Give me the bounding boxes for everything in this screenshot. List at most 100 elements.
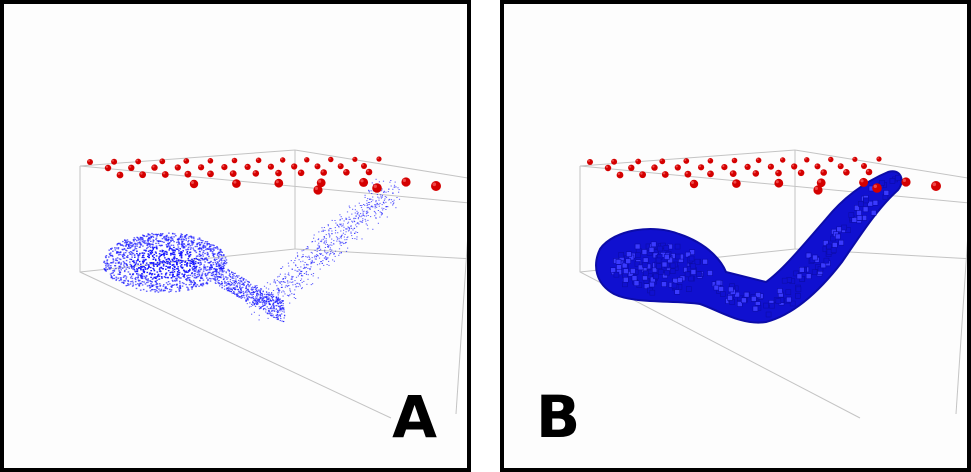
red-sphere bbox=[731, 157, 738, 164]
red-sphere bbox=[207, 158, 214, 164]
red-sphere bbox=[359, 177, 369, 187]
sphere-highlight bbox=[245, 164, 248, 167]
red-sphere bbox=[797, 169, 805, 177]
red-sphere bbox=[320, 169, 328, 176]
red-sphere bbox=[767, 163, 774, 170]
red-sphere bbox=[221, 164, 228, 171]
panel-a-scene bbox=[79, 149, 467, 419]
red-sphere bbox=[931, 181, 941, 191]
red-sphere bbox=[274, 178, 284, 188]
sphere-highlight bbox=[732, 158, 735, 161]
sphere-highlight bbox=[136, 159, 139, 162]
red-sphere bbox=[861, 163, 867, 169]
red-sphere bbox=[661, 171, 669, 178]
red-sphere bbox=[207, 170, 214, 178]
red-sphere bbox=[361, 163, 367, 169]
sphere-highlight bbox=[253, 171, 256, 174]
red-sphere bbox=[674, 164, 681, 171]
blue-point-cloud bbox=[103, 178, 401, 323]
sphere-highlight bbox=[652, 165, 655, 168]
sphere-highlight bbox=[256, 158, 259, 161]
sphere-highlight bbox=[756, 158, 759, 161]
red-sphere bbox=[159, 158, 166, 165]
sphere-highlight bbox=[232, 158, 235, 161]
panel-label-b: B bbox=[536, 383, 581, 451]
sphere-highlight bbox=[776, 170, 779, 174]
sphere-highlight bbox=[730, 171, 734, 174]
sphere-highlight bbox=[318, 179, 322, 183]
sphere-highlight bbox=[222, 164, 225, 168]
sphere-highlight bbox=[160, 159, 163, 162]
red-sphere bbox=[684, 170, 692, 178]
sphere-highlight bbox=[175, 165, 178, 168]
sphere-highlight bbox=[208, 171, 211, 174]
red-sphere bbox=[337, 163, 344, 170]
red-sphere bbox=[865, 168, 873, 176]
red-sphere bbox=[729, 170, 737, 178]
sphere-highlight bbox=[268, 164, 271, 167]
red-sphere bbox=[128, 164, 135, 171]
sphere-highlight bbox=[304, 157, 307, 160]
sphere-highlight bbox=[804, 157, 807, 160]
sphere-highlight bbox=[792, 164, 795, 167]
red-sphere bbox=[689, 179, 699, 189]
red-sphere bbox=[275, 169, 282, 177]
sphere-highlight bbox=[321, 170, 324, 173]
red-sphere bbox=[639, 171, 646, 179]
sphere-highlight bbox=[280, 158, 283, 160]
sphere-highlight bbox=[233, 180, 237, 184]
sphere-highlight bbox=[191, 181, 194, 184]
sphere-highlight bbox=[685, 171, 688, 175]
red-sphere bbox=[732, 179, 741, 188]
panel-b: B bbox=[500, 0, 971, 472]
red-sphere bbox=[135, 158, 142, 165]
red-sphere bbox=[752, 170, 760, 177]
sphere-highlight bbox=[873, 184, 877, 188]
red-sphere bbox=[604, 164, 612, 172]
sphere-highlight bbox=[640, 172, 643, 175]
sphere-highlight bbox=[117, 172, 121, 175]
red-sphere bbox=[814, 163, 821, 170]
sphere-highlight bbox=[353, 157, 355, 160]
red-sphere bbox=[651, 164, 658, 171]
sphere-highlight bbox=[753, 171, 756, 174]
sphere-highlight bbox=[860, 179, 864, 183]
red-sphere bbox=[111, 158, 118, 165]
sphere-highlight bbox=[377, 157, 379, 160]
red-sphere bbox=[698, 164, 705, 171]
red-sphere bbox=[184, 170, 192, 178]
red-sphere bbox=[189, 179, 199, 189]
sphere-highlight bbox=[818, 179, 822, 183]
red-sphere bbox=[820, 169, 827, 176]
sphere-highlight bbox=[722, 164, 725, 168]
sphere-highlight bbox=[329, 157, 331, 160]
red-sphere bbox=[328, 156, 334, 163]
red-sphere bbox=[343, 169, 350, 176]
red-sphere bbox=[837, 163, 844, 170]
sphere-highlight bbox=[185, 171, 188, 175]
red-sphere bbox=[104, 164, 112, 172]
sphere-highlight bbox=[162, 172, 166, 175]
sphere-highlight bbox=[902, 178, 906, 182]
red-marker-spheres bbox=[587, 156, 941, 195]
blue-voxel-surface bbox=[595, 170, 903, 324]
sphere-highlight bbox=[814, 186, 818, 190]
red-sphere bbox=[232, 179, 241, 188]
sphere-highlight bbox=[733, 180, 737, 184]
red-sphere bbox=[267, 163, 274, 170]
red-sphere bbox=[352, 156, 358, 162]
sphere-highlight bbox=[798, 170, 802, 173]
red-sphere bbox=[116, 171, 124, 179]
sphere-highlight bbox=[140, 172, 143, 175]
sphere-highlight bbox=[344, 169, 347, 173]
sphere-highlight bbox=[698, 165, 702, 168]
red-sphere bbox=[231, 157, 238, 164]
sphere-highlight bbox=[360, 179, 364, 183]
red-sphere bbox=[775, 169, 782, 177]
red-sphere bbox=[683, 158, 690, 164]
sphere-highlight bbox=[780, 158, 783, 160]
sphere-highlight bbox=[298, 170, 302, 173]
sphere-highlight bbox=[853, 157, 855, 160]
red-sphere bbox=[139, 171, 147, 179]
red-sphere bbox=[707, 170, 714, 178]
